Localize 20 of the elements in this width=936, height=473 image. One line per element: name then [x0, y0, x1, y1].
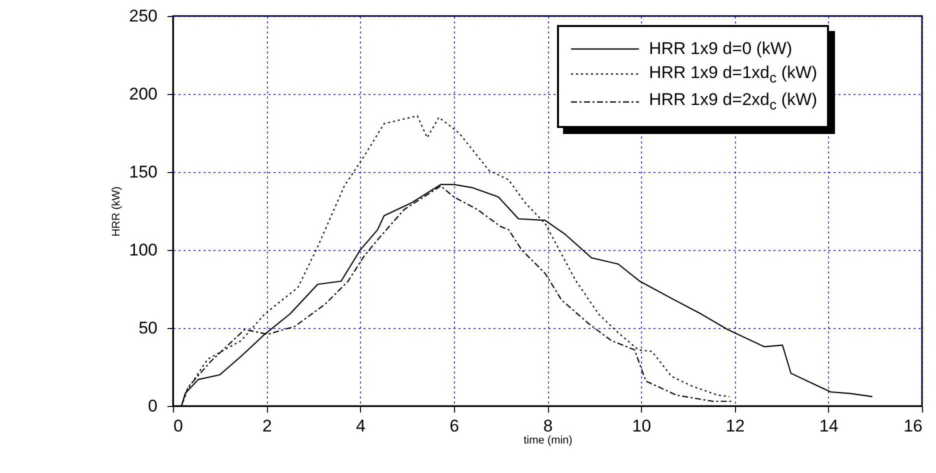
- x-tick-label: 14: [819, 416, 838, 436]
- x-tick-label: 4: [356, 416, 366, 436]
- x-tick-label: 6: [450, 416, 460, 436]
- x-axis-title: time (min): [524, 434, 572, 446]
- x-tick-label: 8: [543, 416, 553, 436]
- x-tick-label: 2: [262, 416, 272, 436]
- y-tick-label: 250: [129, 6, 158, 26]
- legend-label: HRR 1x9 d=2xd$_{c}$ (kW): [649, 90, 818, 114]
- x-tick-label: 12: [726, 416, 745, 436]
- legend-label: HRR 1x9 d=0 (kW): [649, 39, 792, 59]
- y-tick-label: 0: [148, 396, 158, 416]
- y-tick-label: 150: [129, 162, 158, 182]
- y-tick-label: 200: [129, 84, 158, 104]
- x-tick-label: 0: [174, 416, 183, 436]
- x-tick-label: 10: [632, 416, 652, 436]
- legend-label: HRR 1x9 d=1xd$_{c}$ (kW): [649, 62, 818, 86]
- x-tick-label: 16: [904, 416, 922, 436]
- y-axis-title: HRR (kW): [110, 186, 122, 237]
- y-tick-label: 100: [129, 240, 158, 260]
- y-tick-label: 50: [138, 318, 158, 338]
